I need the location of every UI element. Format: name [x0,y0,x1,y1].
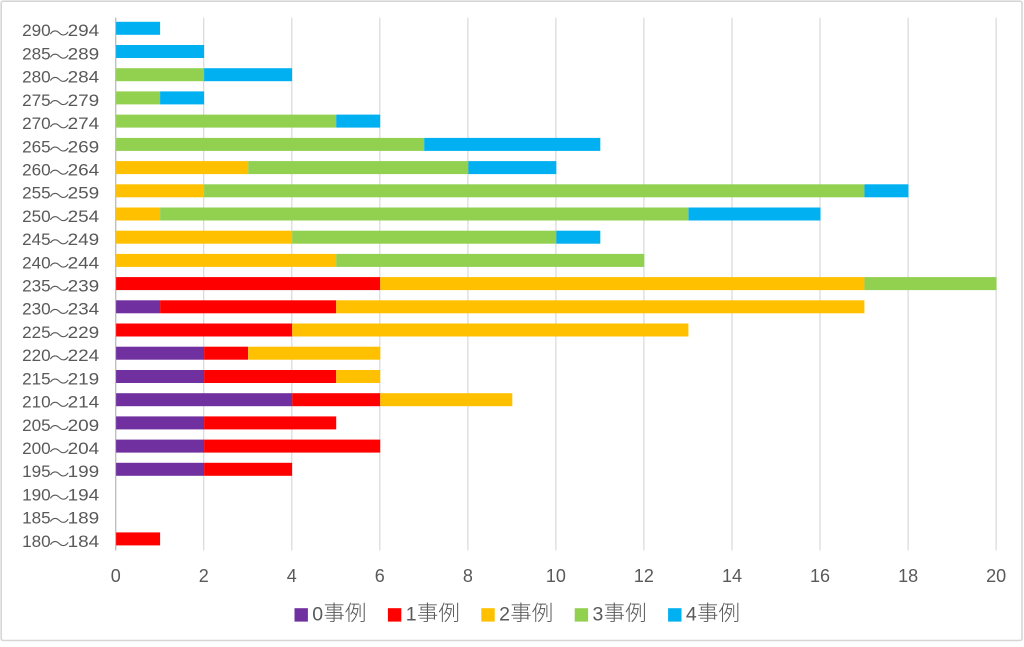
svg-text:260: 260 [22,161,51,180]
svg-text:255: 255 [22,184,51,203]
svg-text:12: 12 [634,566,654,586]
svg-text:189: 189 [68,509,100,528]
svg-text:209: 209 [68,416,100,435]
svg-text:285: 285 [22,44,51,63]
svg-text:200: 200 [22,439,51,458]
svg-text:234: 234 [68,300,100,319]
svg-text:10: 10 [546,566,566,586]
svg-text:199: 199 [68,462,100,481]
svg-text:204: 204 [68,439,100,458]
svg-text:264: 264 [68,161,100,180]
svg-text:194: 194 [68,485,100,504]
svg-text:18: 18 [898,566,918,586]
svg-text:0: 0 [312,603,323,625]
svg-text:4: 4 [686,603,697,625]
svg-text:250: 250 [22,207,51,226]
svg-text:2: 2 [199,566,209,586]
svg-text:259: 259 [68,184,100,203]
svg-text:269: 269 [68,137,100,156]
svg-text:184: 184 [68,532,100,551]
svg-text:294: 294 [68,21,100,40]
svg-text:239: 239 [68,277,100,296]
svg-text:290: 290 [22,21,51,40]
svg-text:195: 195 [22,462,51,481]
svg-text:214: 214 [68,393,100,412]
svg-text:215: 215 [22,369,51,388]
svg-text:180: 180 [22,532,51,551]
svg-text:265: 265 [22,137,51,156]
svg-text:6: 6 [375,566,385,586]
svg-text:225: 225 [22,323,51,342]
svg-text:270: 270 [22,114,51,133]
svg-text:224: 224 [68,346,100,365]
svg-text:280: 280 [22,68,51,87]
svg-text:279: 279 [68,91,100,110]
svg-text:3: 3 [593,603,604,625]
svg-text:4: 4 [287,566,297,586]
svg-text:16: 16 [810,566,830,586]
svg-text:274: 274 [68,114,100,133]
svg-text:220: 220 [22,346,51,365]
svg-text:219: 219 [68,369,100,388]
svg-text:1: 1 [406,603,417,625]
svg-text:190: 190 [22,485,51,504]
svg-text:210: 210 [22,393,51,412]
svg-text:289: 289 [68,44,100,63]
svg-text:240: 240 [22,253,51,272]
svg-text:8: 8 [463,566,473,586]
svg-text:245: 245 [22,230,51,249]
svg-text:254: 254 [68,207,100,226]
svg-text:249: 249 [68,230,100,249]
svg-text:284: 284 [68,68,100,87]
svg-text:205: 205 [22,416,51,435]
svg-text:235: 235 [22,277,51,296]
svg-text:0: 0 [111,566,121,586]
svg-text:185: 185 [22,509,51,528]
svg-text:244: 244 [68,253,100,272]
svg-text:14: 14 [722,566,742,586]
svg-text:229: 229 [68,323,100,342]
svg-text:20: 20 [986,566,1006,586]
svg-text:275: 275 [22,91,51,110]
svg-text:2: 2 [499,603,510,625]
svg-text:230: 230 [22,300,51,319]
